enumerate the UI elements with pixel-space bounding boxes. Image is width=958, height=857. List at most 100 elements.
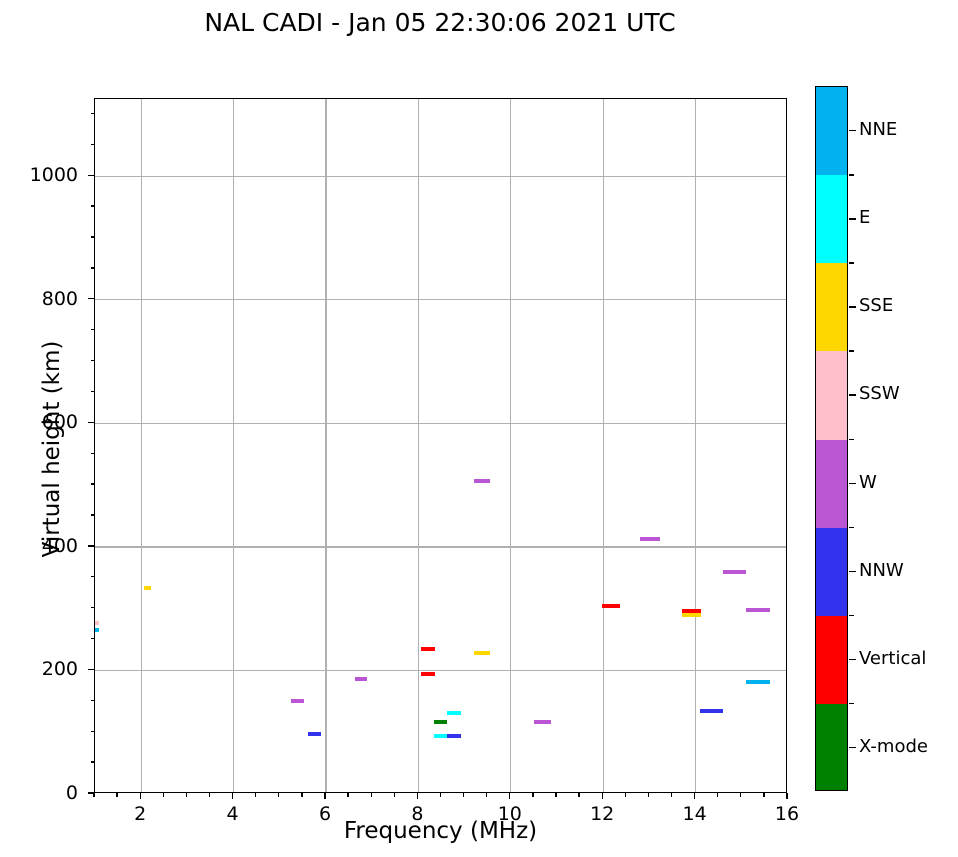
colorbar-segment-w — [816, 439, 847, 528]
colorbar-tick — [849, 130, 856, 132]
y-axis-minor-tick — [90, 637, 94, 640]
y-axis-minor-tick — [90, 483, 94, 485]
y-axis-minor-tick — [90, 328, 94, 331]
x-axis-minor-tick — [670, 793, 673, 797]
x-axis-minor-tick — [185, 793, 188, 797]
x-axis-tick-label: 4 — [226, 803, 239, 825]
y-axis-label: Virtual height (km) — [39, 340, 65, 558]
data-point-mark — [640, 536, 660, 541]
colorbar-tick — [849, 746, 856, 749]
colorbar-label-nnw: NNW — [859, 559, 904, 581]
y-axis-tick — [88, 545, 94, 547]
colorbar-boundary-tick — [849, 350, 854, 352]
data-point-mark — [447, 733, 461, 738]
colorbar-label-nne: NNE — [859, 119, 898, 141]
y-axis-minor-tick — [90, 514, 94, 516]
x-axis-tick-label: 16 — [774, 803, 800, 825]
x-axis-minor-tick — [301, 793, 303, 797]
data-point-mark — [355, 677, 367, 682]
data-point-mark — [533, 720, 551, 725]
colorbar-boundary-tick — [849, 702, 854, 705]
colorbar-boundary-tick — [849, 614, 854, 617]
y-axis-tick-label: 0 — [65, 782, 78, 804]
y-axis-minor-tick — [90, 576, 94, 578]
colorbar-boundary-tick — [849, 526, 854, 529]
colorbar-label-vertical: Vertical — [859, 647, 927, 669]
gridline-horizontal — [95, 422, 786, 424]
y-axis-tick-label: 200 — [41, 658, 78, 681]
gridline-vertical — [232, 99, 235, 792]
data-point-mark — [700, 709, 724, 714]
y-axis-minor-tick — [90, 359, 94, 362]
y-axis-tick — [88, 668, 94, 671]
y-axis-tick-label: 600 — [41, 411, 78, 434]
x-axis-minor-tick — [393, 793, 395, 797]
data-point-mark — [473, 650, 490, 655]
colorbar-label-e: E — [859, 207, 871, 229]
colorbar-segment-ssw — [816, 351, 847, 440]
x-axis-label: Frequency (MHz) — [343, 818, 538, 844]
y-axis-tick-label: 1000 — [29, 164, 78, 187]
data-point-mark — [473, 479, 490, 484]
data-point-mark — [291, 698, 304, 703]
colorbar-label-x-mode: X-mode — [859, 735, 928, 757]
grid-layer — [95, 99, 786, 792]
gridline-horizontal — [95, 175, 786, 177]
x-axis-minor-tick — [462, 793, 465, 797]
data-point-mark — [433, 733, 448, 738]
x-axis-tick-label: 6 — [318, 803, 332, 825]
colorbar-segment-vertical — [816, 615, 847, 704]
data-point-mark — [746, 607, 770, 612]
data-point-mark — [420, 647, 436, 652]
x-axis-minor-tick — [647, 793, 650, 797]
x-axis-minor-tick — [278, 793, 280, 797]
x-axis-tick-label: 10 — [497, 803, 522, 825]
x-axis-minor-tick — [555, 793, 557, 797]
x-axis-minor-tick — [93, 793, 95, 797]
colorbar-segment-e — [816, 175, 847, 264]
colorbar-tick — [849, 658, 856, 661]
data-point-mark — [95, 620, 99, 625]
x-axis-tick-label: 2 — [134, 803, 147, 825]
y-axis-tick — [88, 421, 94, 424]
x-axis-minor-tick — [116, 793, 118, 797]
y-axis-tick-label: 800 — [41, 287, 78, 310]
data-point-mark — [144, 585, 152, 590]
gridline-vertical — [694, 99, 697, 792]
x-axis-minor-tick — [439, 793, 442, 797]
gridline-horizontal — [95, 299, 786, 301]
colorbar-tick — [849, 394, 856, 396]
y-axis-minor-tick — [90, 112, 94, 115]
colorbar-segment-sse — [816, 263, 847, 352]
y-axis-tick — [88, 298, 94, 300]
x-axis-minor-tick — [717, 793, 719, 797]
y-axis-minor-tick — [90, 699, 94, 702]
data-point-mark — [420, 672, 436, 677]
data-point-mark — [601, 604, 621, 609]
data-point-mark — [95, 628, 99, 633]
gridline-vertical — [417, 99, 420, 792]
colorbar-tick — [849, 306, 856, 308]
y-axis-minor-tick — [90, 730, 94, 732]
x-axis-tick — [786, 793, 788, 799]
x-axis-minor-tick — [486, 793, 488, 797]
gridline-vertical — [325, 99, 327, 792]
data-point-mark — [746, 680, 770, 685]
x-axis-minor-tick — [578, 793, 580, 797]
gridline-vertical — [510, 99, 512, 792]
y-axis-minor-tick — [90, 390, 94, 393]
colorbar-segment-nne — [816, 87, 847, 176]
x-axis-minor-tick — [370, 793, 372, 797]
colorbar-segment-x-mode — [816, 703, 847, 790]
x-axis-minor-tick — [347, 793, 349, 797]
colorbar-boundary-tick — [849, 438, 854, 440]
data-point-mark — [723, 569, 747, 574]
x-axis-minor-tick — [763, 793, 765, 797]
y-axis-minor-tick — [90, 236, 94, 238]
y-axis-minor-tick — [90, 761, 94, 763]
gridline-horizontal — [95, 669, 786, 672]
y-axis-minor-tick — [90, 205, 94, 207]
data-layer — [95, 99, 786, 792]
x-axis-tick — [324, 793, 326, 799]
colorbar-segment-nnw — [816, 527, 847, 616]
